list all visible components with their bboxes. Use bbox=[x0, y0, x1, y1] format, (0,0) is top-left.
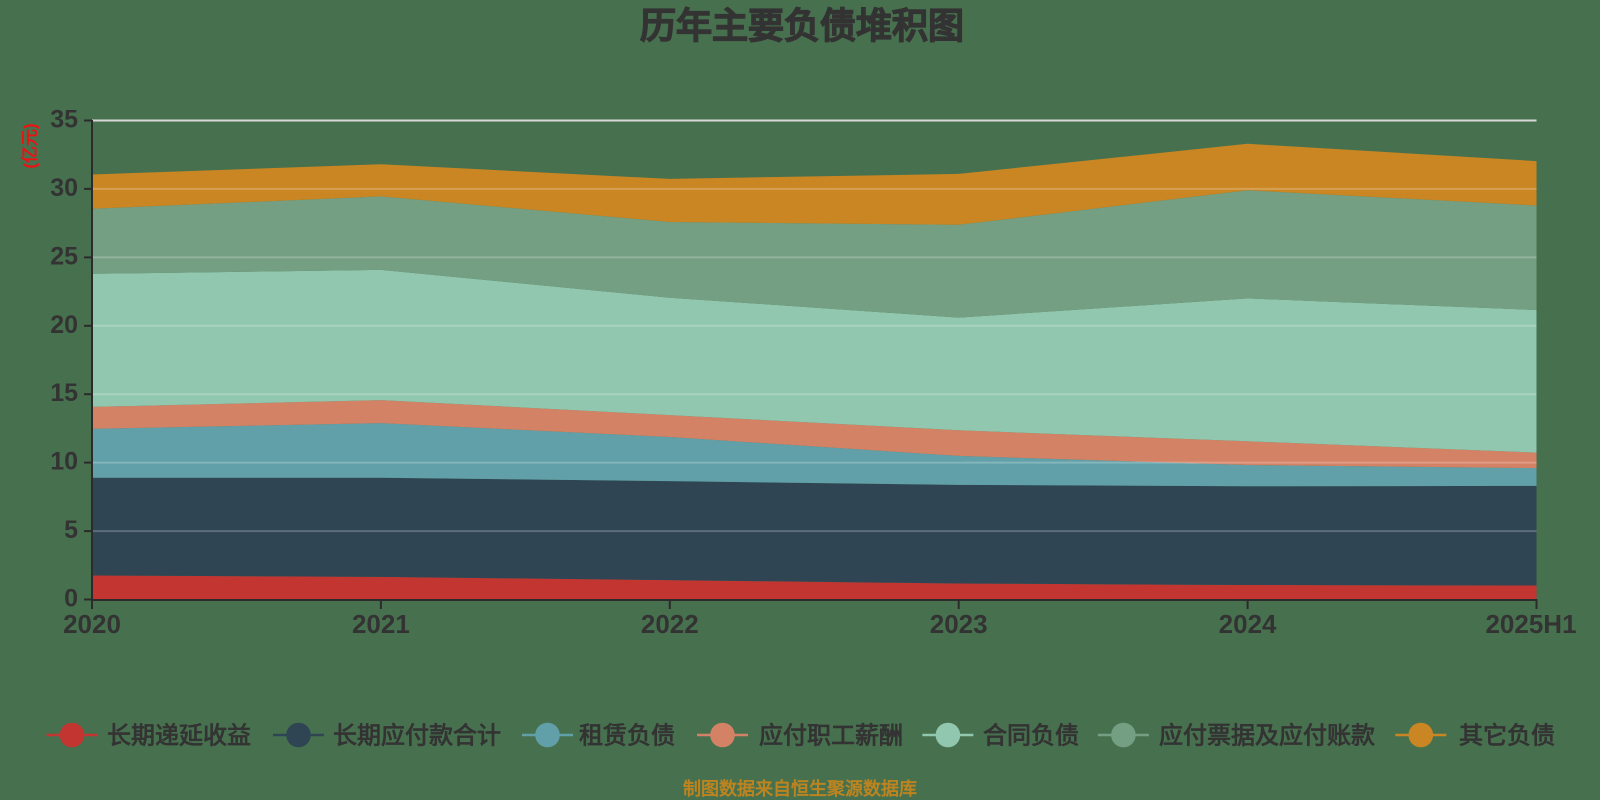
svg-text:应付票据及应付账款: 应付票据及应付账款 bbox=[1159, 722, 1376, 750]
svg-text:35: 35 bbox=[50, 106, 78, 134]
svg-text:租赁负债: 租赁负债 bbox=[579, 722, 675, 750]
svg-text:2023: 2023 bbox=[930, 609, 988, 639]
svg-text:2021: 2021 bbox=[352, 609, 410, 639]
svg-text:2020: 2020 bbox=[63, 609, 121, 639]
svg-text:2024: 2024 bbox=[1219, 609, 1277, 639]
svg-text:合同负债: 合同负债 bbox=[983, 722, 1079, 750]
svg-text:30: 30 bbox=[50, 174, 78, 202]
svg-text:2025H1: 2025H1 bbox=[1485, 609, 1576, 639]
svg-text:5: 5 bbox=[64, 516, 78, 544]
svg-text:25: 25 bbox=[50, 242, 78, 270]
svg-text:10: 10 bbox=[50, 448, 78, 476]
svg-text:20: 20 bbox=[50, 311, 78, 339]
svg-text:长期递延收益: 长期递延收益 bbox=[107, 722, 251, 750]
svg-text:0: 0 bbox=[64, 585, 78, 613]
svg-text:应付职工薪酬: 应付职工薪酬 bbox=[759, 722, 903, 750]
svg-text:15: 15 bbox=[50, 379, 78, 407]
svg-text:历年主要负债堆积图: 历年主要负债堆积图 bbox=[640, 5, 964, 46]
svg-text:长期应付款合计: 长期应付款合计 bbox=[333, 722, 501, 750]
svg-text:其它负债: 其它负债 bbox=[1459, 722, 1555, 750]
svg-text:(亿元): (亿元) bbox=[20, 123, 40, 168]
svg-text:制图数据来自恒生聚源数据库: 制图数据来自恒生聚源数据库 bbox=[683, 778, 917, 799]
svg-text:2022: 2022 bbox=[641, 609, 699, 639]
